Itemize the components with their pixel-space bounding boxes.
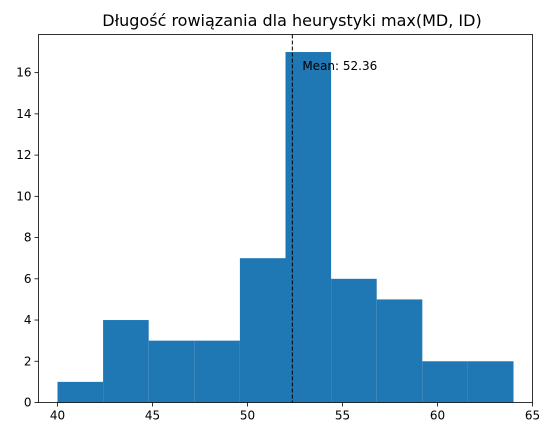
bars-layer	[57, 52, 514, 403]
mean-annotation: Mean: 52.36	[302, 59, 377, 73]
x-tick-label-55: 55	[335, 409, 350, 423]
histogram-bar-2	[148, 340, 195, 403]
y-tick-label-2: 2	[24, 354, 32, 368]
x-tick-label-50: 50	[240, 409, 255, 423]
y-tick-label-4: 4	[24, 313, 32, 327]
ticks-layer: 40 45 50 55 60 65 0 2 4 6 8 10 12 14 16	[16, 66, 540, 423]
histogram-bar-3	[194, 340, 240, 403]
x-tick-label-65: 65	[525, 409, 540, 423]
histogram-bar-7	[376, 299, 423, 403]
x-tick-label-60: 60	[430, 409, 445, 423]
histogram-bar-1	[103, 320, 149, 403]
x-tick-label-45: 45	[145, 409, 160, 423]
y-tick-label-14: 14	[16, 107, 31, 121]
axes-layer	[38, 34, 533, 403]
y-tick-label-0: 0	[24, 396, 32, 410]
histogram-bar-0	[57, 381, 104, 403]
histogram-bar-5	[285, 52, 332, 403]
y-tick-label-6: 6	[24, 272, 32, 286]
y-tick-label-12: 12	[16, 148, 31, 162]
histogram-bar-6	[331, 278, 377, 403]
y-tick-label-8: 8	[24, 231, 32, 245]
histogram-bar-8	[422, 361, 468, 403]
y-tick-label-16: 16	[16, 66, 31, 80]
histogram-bar-9	[467, 361, 514, 403]
x-tick-label-40: 40	[50, 409, 65, 423]
mean-layer: Mean: 52.36	[291, 34, 377, 403]
histogram-bar-4	[239, 258, 286, 403]
y-tick-label-10: 10	[16, 189, 31, 203]
chart-title: Długość rowiązania dla heurystyki max(MD…	[102, 11, 481, 30]
plot-frame	[38, 34, 533, 403]
